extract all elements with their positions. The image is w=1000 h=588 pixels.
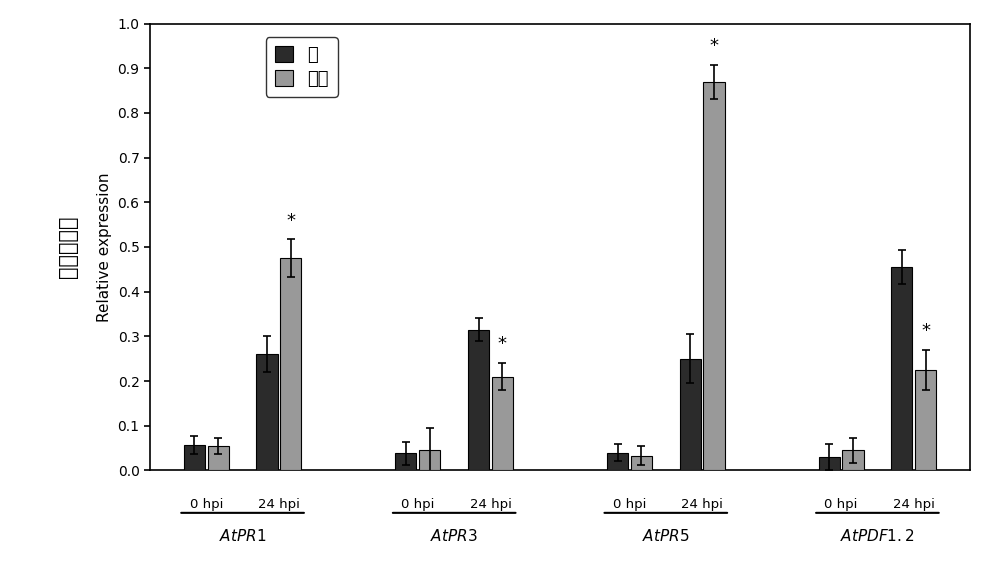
Text: *: * [286,212,295,229]
Text: $\it{AtPR5}$: $\it{AtPR5}$ [642,529,689,544]
Bar [184,445,205,470]
Text: 0 hpi: 0 hpi [824,498,858,511]
Text: $\it{AtPDF1}$$\it{.2}$: $\it{AtPDF1}$$\it{.2}$ [840,529,915,544]
Y-axis label: Relative expression: Relative expression [97,172,112,322]
Bar [607,453,628,470]
Text: $\it{AtPR3}$: $\it{AtPR3}$ [430,529,478,544]
Bar [915,370,936,470]
Text: 24 hpi: 24 hpi [470,498,512,511]
Bar [703,82,725,470]
Text: 0 hpi: 0 hpi [401,498,435,511]
Text: *: * [921,322,930,340]
Text: 相对表达量: 相对表达量 [58,216,78,278]
Text: $\it{AtPR1}$: $\it{AtPR1}$ [219,529,266,544]
Bar [891,267,912,470]
Text: *: * [498,335,507,353]
Bar [256,354,278,470]
Text: 24 hpi: 24 hpi [258,498,300,511]
Bar [419,450,440,470]
Bar [842,450,864,470]
Bar [631,456,652,470]
Text: 24 hpi: 24 hpi [681,498,723,511]
Text: 24 hpi: 24 hpi [893,498,935,511]
Bar [468,330,489,470]
Text: *: * [710,37,719,55]
Bar [492,376,513,470]
Bar [208,446,229,470]
Bar [280,258,301,470]
Bar [680,359,701,470]
Legend: 水, 己酸: 水, 己酸 [266,37,338,97]
Text: 0 hpi: 0 hpi [190,498,223,511]
Text: 0 hpi: 0 hpi [613,498,646,511]
Bar [395,453,416,470]
Bar [819,457,840,470]
